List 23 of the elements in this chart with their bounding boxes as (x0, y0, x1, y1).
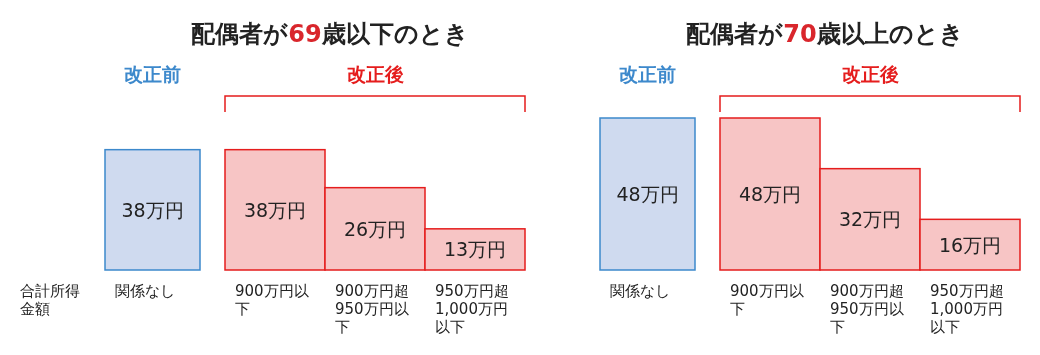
x-tick-label: 900万円超950万円以下 (335, 282, 409, 336)
data-label: 48万円 (738, 183, 802, 205)
data-label: 38万円 (121, 198, 184, 221)
data-label: 32万円 (838, 208, 902, 231)
x-tick-label: 関係なし (115, 282, 175, 300)
data-label: 48万円 (616, 183, 679, 205)
x-tick-label: 900万円以下 (730, 282, 804, 318)
chart-title: 配偶者が69歳以下のとき (191, 20, 469, 48)
data-label: 38万円 (243, 198, 307, 221)
x-tick-label: 950万円超1,000万円以下 (435, 282, 509, 336)
x-tick-label: 900万円超950万円以下 (830, 282, 904, 336)
data-label: 16万円 (938, 233, 1002, 256)
x-tick-label: 900万円以下 (235, 282, 309, 318)
data-label: 26万円 (343, 217, 407, 240)
text: 改正後 (841, 63, 899, 85)
text: 合計所得金額 (20, 282, 80, 318)
chart-title: 配偶者が70歳以上のとき (686, 20, 964, 48)
text: 改正前 (124, 63, 181, 85)
x-tick-label: 関係なし (610, 282, 670, 300)
data-label: 13万円 (443, 238, 507, 261)
series-label: 改正前 (619, 63, 676, 85)
x-tick-label: 950万円超1,000万円以下 (930, 282, 1004, 336)
text: 改正後 (346, 63, 404, 85)
